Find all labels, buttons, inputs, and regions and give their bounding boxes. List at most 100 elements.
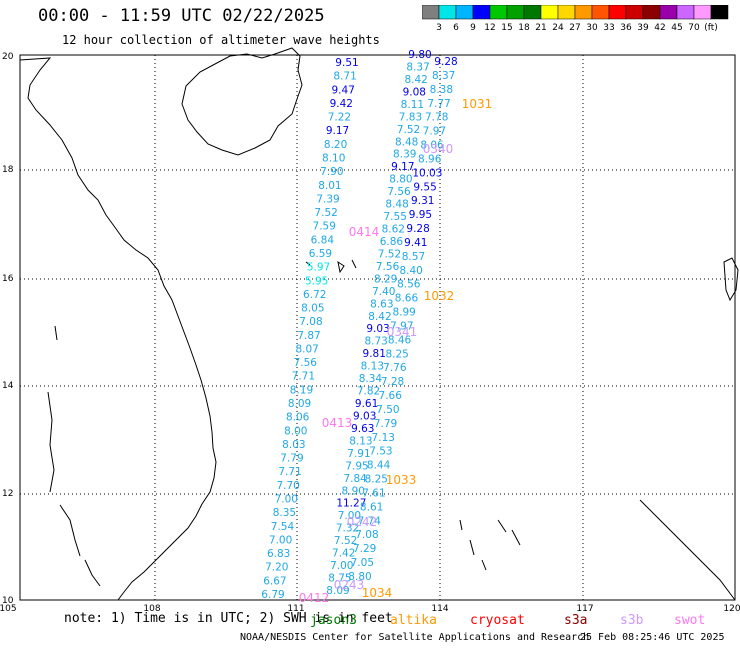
wave-height-value: 7.00 [338,510,361,522]
pass-id-label: 1034 [362,586,393,600]
wave-height-value: 7.76 [383,362,407,374]
wave-height-value: 8.61 [360,501,383,513]
wave-height-value: 8.13 [349,435,372,447]
wave-height-value: 6.79 [261,589,284,601]
y-tick-label: 18 [2,165,14,175]
wave-height-value: 7.95 [345,460,368,472]
wave-height-value: 8.80 [348,571,371,583]
wave-height-value: 8.06 [420,140,444,152]
wave-height-value: 8.06 [286,412,310,424]
wave-height-value: 8.71 [333,71,356,83]
map-subtitle: 12 hour collection of altimeter wave hei… [62,33,380,47]
legend-label: (ft) [704,23,718,33]
wave-height-value: 8.62 [382,224,405,236]
wave-height-value: 7.52 [397,124,420,136]
wave-height-value: 7.28 [381,376,404,388]
wave-height-value: 7.29 [353,543,376,555]
map-gridlines [19,54,736,601]
wave-height-value: 9.41 [404,237,427,249]
wave-height-value: 9.55 [413,181,436,193]
wave-height-value: 7.61 [362,487,385,499]
wave-height-value: 7.66 [379,390,403,402]
wave-height-value: 7.79 [374,418,397,430]
wave-height-value: 7.56 [376,261,400,273]
wave-height-value: 8.99 [392,307,415,319]
units-note: note: 1) Time is in UTC; 2) SWH is in fe… [64,611,393,626]
wave-height-value: 7.20 [265,562,288,574]
wave-height-value: 8.13 [361,361,384,373]
wave-height-value: 9.47 [332,84,355,96]
wave-height-value: 9.03 [366,323,389,335]
wave-height-value: 9.17 [391,161,414,173]
wave-height-value: 7.82 [357,386,380,398]
wave-height-value: 7.56 [294,357,318,369]
legend-swatch [557,5,576,20]
wave-height-value: 8.42 [404,74,427,86]
wave-height-value: 7.40 [372,286,395,298]
pass-id-label: 1031 [462,97,493,111]
wave-height-value: 7.77 [427,98,450,110]
wave-height-value: 8.01 [318,180,341,192]
coastline [19,47,739,601]
y-tick-label: 10 [2,596,14,606]
wave-height-value: 7.00 [330,560,353,572]
wave-height-value: 8.56 [397,279,421,291]
legend-label: 6 [453,23,459,33]
wave-height-value: 9.17 [326,125,349,137]
pass-labels: 1031 0340 0414 1032 0341 0413 1033 0242 0243 0412… [299,97,493,605]
legend-swatch [591,5,610,20]
wave-height-value: 9.42 [330,98,353,110]
satellite-name: altika [390,613,437,628]
x-tick-label: 105 [0,604,17,614]
wave-height-value: 7.53 [369,446,392,458]
wave-height-value: 7.52 [334,535,357,547]
wave-height-value: 8.38 [430,84,453,96]
wave-height-value: 7.79 [280,453,303,465]
wave-height-value: 8.63 [370,298,393,310]
east-fragments [459,499,736,601]
pass-id-label: 1032 [424,289,455,303]
wave-height-value: 7.91 [347,448,370,460]
legend-swatch [642,5,661,20]
wave-height-value: 8.44 [367,460,391,472]
legend-label: 27 [569,23,580,33]
wave-height-value: 8.29 [374,273,397,285]
wave-height-value: 6.59 [309,248,332,260]
legend-swatch [506,5,525,20]
wave-height-value: 11.27 [336,498,366,510]
legend-swatch [472,5,491,20]
wave-height-value: 9.28 [406,223,429,235]
wave-height-value: 8.96 [418,153,442,165]
generation-timestamp: 25 Feb 08:25:46 UTC 2025 [580,632,725,643]
credit-line: NOAA/NESDIS Center for Satellite Applica… [240,632,590,643]
wave-height-value: 7.90 [320,166,343,178]
wave-height-value: 7.52 [314,207,337,219]
wave-height-value: 9.63 [351,423,374,435]
wave-height-value: 9.03 [353,410,376,422]
wave-height-value: 8.39 [393,149,416,161]
wave-height-value: 9.80 [408,49,431,61]
wave-height-value: 7.50 [376,404,399,416]
hainan-island-outline [181,47,303,156]
legend-swatch [422,5,440,20]
pass-id-label: 1033 [386,473,417,487]
wave-height-value: 7.08 [299,316,322,328]
satellite-legend: jason3 altika cryosat s3a s3b swot [310,613,705,628]
wave-height-value: 7.84 [343,473,367,485]
wave-height-value: 8.42 [368,311,391,323]
legend-label: 18 [518,23,530,33]
vietnam-coastline [19,57,217,601]
wave-height-value: 7.22 [328,112,351,124]
legend-label: 39 [637,23,649,33]
legend-label: 36 [620,23,632,33]
wave-height-value: 6.84 [311,234,335,246]
wave-height-value: 9.28 [434,56,457,68]
wave-height-value: 8.57 [402,251,425,263]
y-tick-label: 16 [2,274,14,284]
wave-height-value: 8.07 [295,343,318,355]
wave-height-value: 8.20 [324,139,347,151]
wave-height-value: 8.35 [273,507,296,519]
wave-height-value: 8.90 [342,485,365,497]
legend-swatch [608,5,627,20]
